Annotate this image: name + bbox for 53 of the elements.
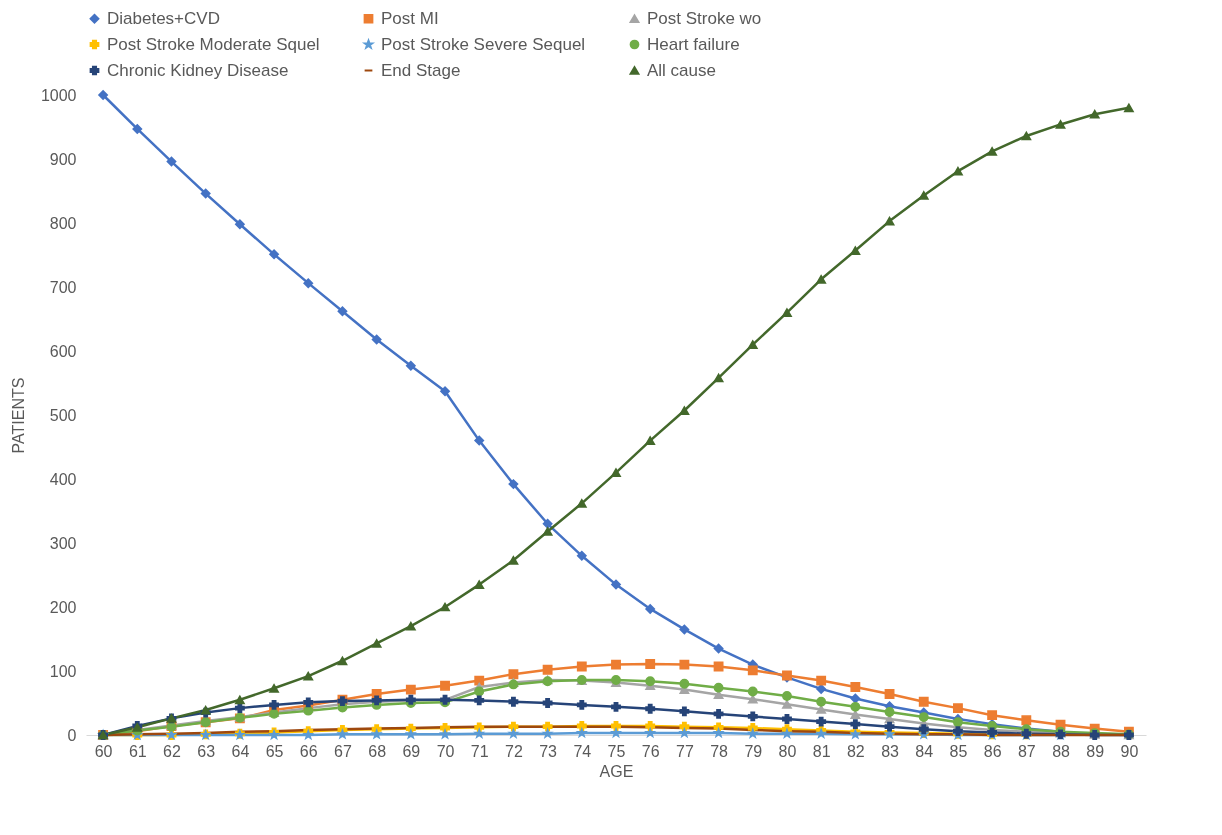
x-tick-label: 73 (539, 742, 558, 760)
legend-label: Post Stroke wo (647, 8, 762, 28)
y-tick-label: 300 (49, 534, 77, 552)
x-tick-label: 69 (402, 742, 421, 760)
x-tick-label: 89 (1086, 742, 1105, 760)
x-tick-label: 66 (299, 742, 318, 760)
x-tick-label: 63 (197, 742, 216, 760)
y-axis-title: PATIENTS (9, 377, 27, 454)
x-tick-label: 80 (778, 742, 797, 760)
x-tick-label: 77 (675, 742, 694, 760)
y-tick-label: 100 (49, 662, 77, 680)
legend-label: Diabetes+CVD (107, 8, 220, 28)
x-tick-label: 86 (983, 742, 1002, 760)
legend-label: Post Stroke Moderate Squel (107, 34, 320, 54)
legend-label: Post MI (381, 8, 439, 28)
y-tick-label: 700 (49, 278, 77, 296)
x-tick-label: 70 (436, 742, 455, 760)
x-tick-label: 79 (744, 742, 763, 760)
x-tick-label: 87 (1017, 742, 1036, 760)
legend-label: End Stage (381, 60, 461, 80)
x-axis-title: AGE (599, 762, 634, 780)
x-tick-label: 85 (949, 742, 968, 760)
y-tick-label: 1000 (40, 86, 77, 104)
x-tick-label: 61 (128, 742, 147, 760)
legend-label: Heart failure (647, 34, 740, 54)
x-tick-label: 90 (1120, 742, 1139, 760)
y-tick-label: 200 (49, 598, 77, 616)
x-tick-label: 82 (846, 742, 865, 760)
x-tick-label: 74 (573, 742, 592, 760)
x-tick-label: 67 (334, 742, 352, 760)
x-tick-label: 88 (1052, 742, 1071, 760)
x-tick-label: 78 (710, 742, 729, 760)
x-tick-label: 62 (163, 742, 181, 760)
y-tick-label: 600 (49, 342, 77, 360)
x-tick-label: 68 (368, 742, 387, 760)
x-tick-label: 72 (505, 742, 523, 760)
x-tick-label: 75 (607, 742, 626, 760)
y-tick-label: 800 (49, 214, 77, 232)
y-tick-label: 400 (49, 470, 77, 488)
x-tick-label: 64 (231, 742, 250, 760)
x-tick-label: 83 (881, 742, 900, 760)
y-tick-label: 500 (49, 406, 77, 424)
y-tick-label: 900 (49, 150, 77, 168)
x-tick-label: 76 (641, 742, 660, 760)
x-tick-label: 60 (94, 742, 113, 760)
legend-label: Post Stroke Severe Sequel (381, 34, 586, 54)
x-tick-label: 71 (470, 742, 489, 760)
legend-label: Chronic Kidney Disease (107, 60, 289, 80)
x-tick-label: 81 (812, 742, 831, 760)
x-tick-label: 65 (265, 742, 284, 760)
y-tick-label: 0 (67, 726, 77, 744)
x-tick-label: 84 (915, 742, 934, 760)
legend-label: All cause (647, 60, 716, 80)
